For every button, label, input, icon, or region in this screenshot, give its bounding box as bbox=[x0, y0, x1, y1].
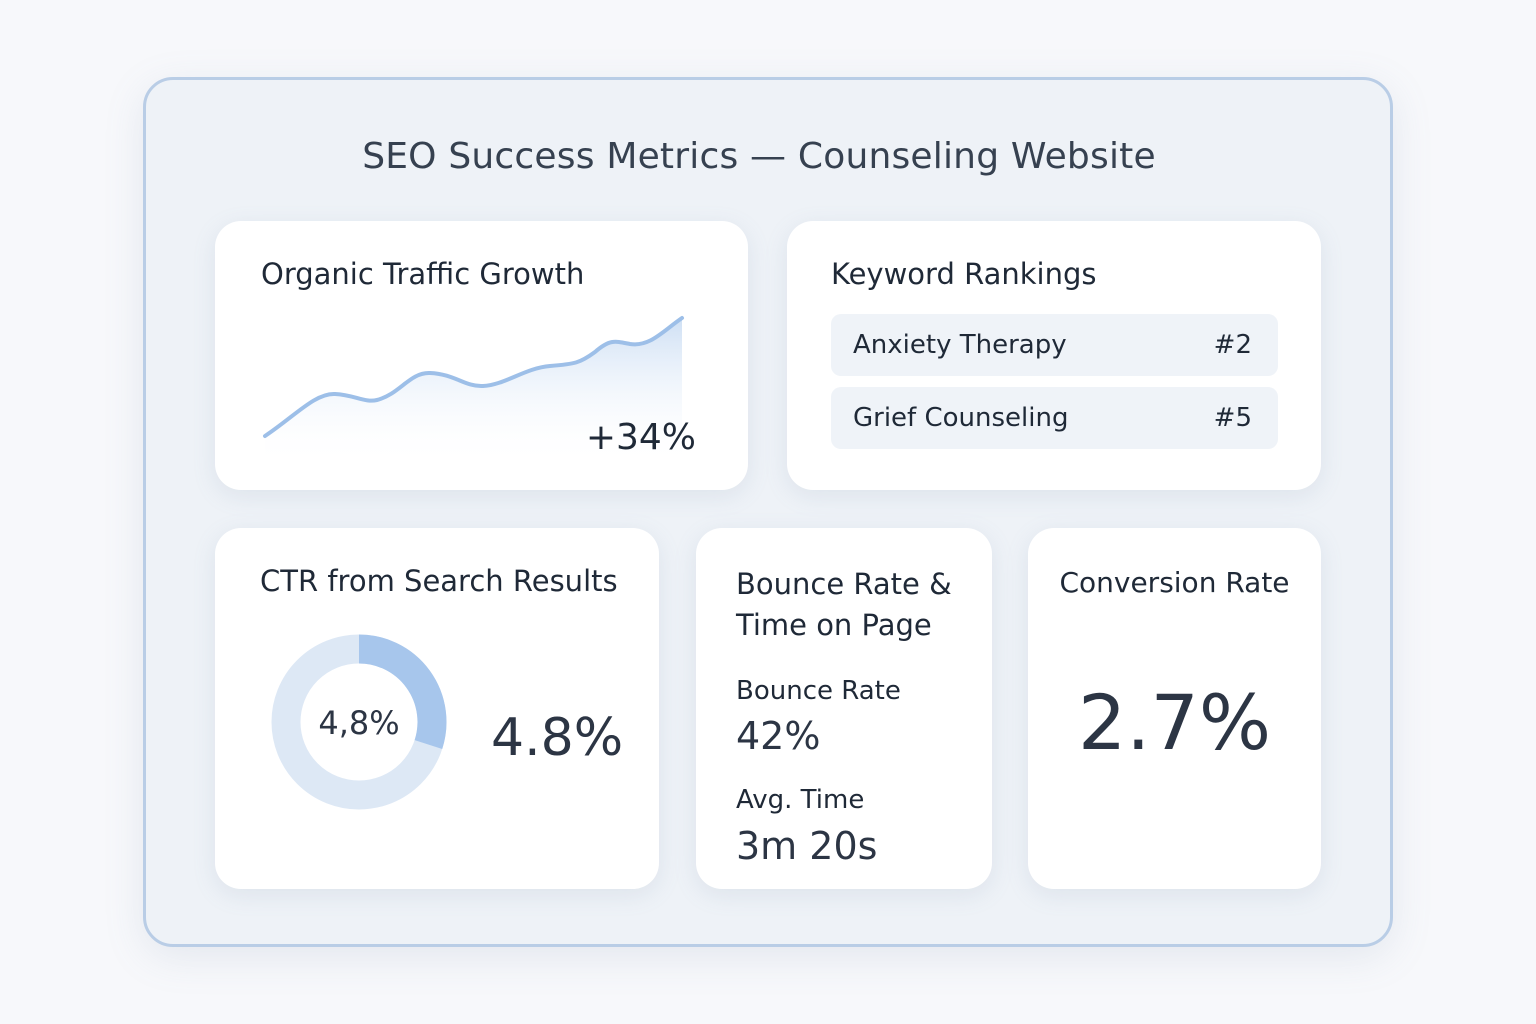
organic-traffic-title: Organic Traffic Growth bbox=[261, 257, 585, 291]
traffic-area bbox=[265, 318, 682, 466]
keyword-rankings-title: Keyword Rankings bbox=[831, 257, 1097, 291]
keyword-rank: #5 bbox=[1213, 403, 1252, 433]
organic-traffic-card[interactable]: Organic Traffic Growth +34% bbox=[215, 221, 748, 490]
bounce-rate-value: 42% bbox=[736, 714, 821, 758]
ctr-donut-fill bbox=[358, 634, 447, 750]
bounce-rate-label: Bounce Rate bbox=[736, 676, 901, 706]
conversion-rate-value: 2.7% bbox=[1077, 678, 1272, 767]
keyword-row[interactable]: Anxiety Therapy #2 bbox=[831, 314, 1278, 376]
conversion-rate-card[interactable]: Conversion Rate 2.7% bbox=[1028, 528, 1321, 889]
keyword-row[interactable]: Grief Counseling #5 bbox=[831, 387, 1278, 449]
traffic-line bbox=[263, 316, 684, 438]
conversion-rate-title: Conversion Rate bbox=[1059, 566, 1290, 599]
traffic-sparkline bbox=[263, 316, 684, 466]
ctr-donut-chart bbox=[271, 634, 447, 810]
page-title: SEO Success Metrics — Counseling Website bbox=[362, 136, 1156, 177]
avg-time-value: 3m 20s bbox=[736, 824, 878, 868]
keyword-rankings-card[interactable]: Keyword Rankings Anxiety Therapy #2 Grie… bbox=[787, 221, 1321, 490]
ctr-value: 4.8% bbox=[491, 708, 624, 768]
ctr-title: CTR from Search Results bbox=[260, 564, 618, 598]
keyword-name: Grief Counseling bbox=[853, 403, 1069, 433]
ctr-card[interactable]: CTR from Search Results 4,8% 4.8% bbox=[215, 528, 659, 889]
bounce-rate-card[interactable]: Bounce Rate & Time on Page Bounce Rate 4… bbox=[696, 528, 992, 889]
bounce-rate-title: Bounce Rate & Time on Page bbox=[736, 567, 952, 642]
avg-time-label: Avg. Time bbox=[736, 785, 865, 815]
traffic-growth-value: +34% bbox=[585, 417, 696, 458]
ctr-donut-label: 4,8% bbox=[318, 704, 400, 742]
keyword-rank: #2 bbox=[1213, 330, 1252, 360]
keyword-name: Anxiety Therapy bbox=[853, 330, 1067, 360]
